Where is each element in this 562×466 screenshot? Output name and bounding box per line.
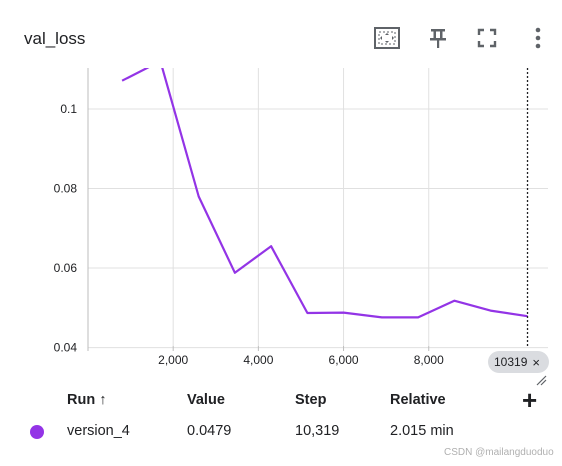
y-tick-label: 0.08 xyxy=(54,182,78,196)
x-tick-label: 8,000 xyxy=(414,353,444,367)
cell-value: 0.0479 xyxy=(187,423,232,439)
step-chip: 10319 × xyxy=(488,351,549,373)
pin-button[interactable] xyxy=(422,22,454,54)
watermark-text: CSDN @mailangduoduo xyxy=(444,447,554,458)
y-tick-label: 0.1 xyxy=(60,102,77,116)
close-icon[interactable]: × xyxy=(532,354,540,370)
column-header-step[interactable]: Step xyxy=(295,392,327,408)
pin-icon xyxy=(430,29,446,48)
fit-domain-icon xyxy=(374,27,400,49)
resize-handle-icon[interactable] xyxy=(535,374,547,386)
add-column-button[interactable]: + xyxy=(522,385,538,415)
y-tick-label: 0.06 xyxy=(54,261,78,275)
cell-relative: 2.015 min xyxy=(390,423,454,439)
y-tick-label: 0.04 xyxy=(54,341,78,355)
cell-step: 10,319 xyxy=(295,423,340,439)
x-tick-label: 4,000 xyxy=(243,353,273,367)
cell-run: version_4 xyxy=(67,423,130,439)
x-tick-label: 6,000 xyxy=(329,353,359,367)
step-chip-label: 10319 xyxy=(494,355,528,369)
column-header-relative[interactable]: Relative xyxy=(390,392,446,408)
x-tick-label: 2,000 xyxy=(158,353,188,367)
column-header-run[interactable]: Run ↑ xyxy=(67,392,107,408)
series-line-version_4 xyxy=(121,68,528,319)
more-menu-button[interactable] xyxy=(522,22,554,54)
fullscreen-icon xyxy=(477,28,497,48)
more-vert-icon xyxy=(535,27,541,49)
fit-domain-button[interactable] xyxy=(371,22,403,54)
card-title: val_loss xyxy=(24,29,86,48)
run-color-swatch xyxy=(30,425,44,439)
fullscreen-button[interactable] xyxy=(471,22,503,54)
line-chart[interactable]: 0.04 0.06 0.08 0.1 2,000 4,000 6,000 8,000 xyxy=(0,0,562,380)
column-header-value[interactable]: Value xyxy=(187,392,225,408)
